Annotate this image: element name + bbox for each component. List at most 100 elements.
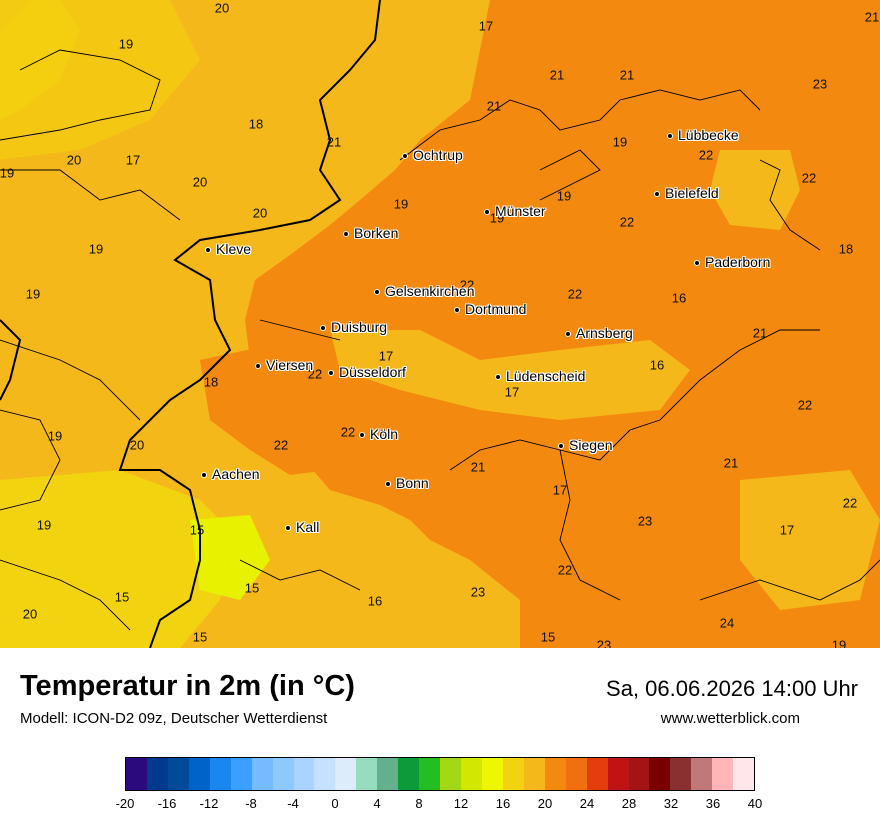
temperature-value: 19: [36, 517, 52, 533]
legend-swatch: [649, 758, 671, 790]
city-dot: [654, 191, 660, 197]
city-dot: [343, 231, 349, 237]
temperature-value: 20: [252, 205, 268, 221]
city-label: Borken: [354, 225, 399, 241]
temperature-value: 23: [470, 584, 486, 600]
legend-swatch: [712, 758, 734, 790]
temperature-value: 22: [619, 214, 635, 230]
city-label: Münster: [495, 203, 546, 219]
city-label: Gelsenkirchen: [385, 283, 475, 299]
legend-swatch: [335, 758, 357, 790]
legend-swatch: [167, 758, 189, 790]
temperature-value: 22: [459, 277, 475, 293]
city-label: Kleve: [216, 241, 252, 257]
temperature-map: 20 21 19 17 21 21 23 18 21 19 22 20 17 1…: [0, 0, 880, 648]
temperature-value: 22: [698, 147, 714, 163]
legend-swatch: [607, 758, 629, 790]
temperature-value: 15: [540, 629, 556, 645]
legend-swatch: [481, 758, 503, 790]
legend-swatch: [251, 758, 273, 790]
legend-swatch: [628, 758, 650, 790]
temperature-value: 22: [273, 437, 289, 453]
legend-swatch: [293, 758, 315, 790]
map-title: Temperatur in 2m (in °C): [20, 670, 355, 702]
temperature-value: 19: [393, 196, 409, 212]
legend-swatch: [230, 758, 252, 790]
temperature-value: 19: [25, 286, 41, 302]
temperature-value: 17: [552, 482, 568, 498]
temperature-value: 18: [203, 374, 219, 390]
city-label: Lübbecke: [678, 127, 739, 143]
temperature-value: 21: [723, 455, 739, 471]
city-label: Aachen: [212, 466, 260, 482]
legend-tick-label: -4: [287, 796, 299, 811]
city-dot: [385, 481, 391, 487]
legend-swatch: [146, 758, 168, 790]
temperature-value: 20: [129, 437, 145, 453]
temperature-value: 19: [118, 36, 134, 52]
legend-tick-label: 8: [415, 796, 423, 811]
temperature-field: [0, 0, 880, 648]
city-dot: [402, 153, 408, 159]
legend-swatch: [126, 758, 147, 790]
city-label: Köln: [370, 426, 399, 442]
temperature-value: 21: [619, 67, 635, 83]
city-dot: [454, 307, 460, 313]
legend-swatch: [461, 758, 482, 790]
temperature-value: 16: [649, 357, 665, 373]
city-dot: [320, 325, 326, 331]
temperature-value: 21: [470, 459, 486, 475]
legend-tick-label: 40: [747, 796, 763, 811]
temperature-value: 16: [671, 290, 687, 306]
temperature-value: 18: [248, 116, 264, 132]
temperature-value: 18: [838, 241, 854, 257]
legend-tick-label: -16: [157, 796, 177, 811]
temperature-value: 21: [486, 98, 502, 114]
city-label: Kall: [296, 519, 320, 535]
legend-tick-label: 32: [663, 796, 679, 811]
map-footer: Temperatur in 2m (in °C) Modell: ICON-D2…: [0, 648, 880, 830]
temperature-value: 19: [47, 428, 63, 444]
city-label: Siegen: [569, 437, 613, 453]
city-dot: [558, 443, 564, 449]
legend-swatch: [586, 758, 608, 790]
temperature-value: 24: [719, 615, 735, 631]
temperature-value: 23: [812, 76, 828, 92]
temperature-value: 19: [0, 165, 15, 181]
city-dot: [201, 472, 207, 478]
legend-tick-label: -8: [245, 796, 257, 811]
city-label: Düsseldorf: [339, 364, 406, 380]
legend-swatch: [691, 758, 713, 790]
legend-swatch: [398, 758, 420, 790]
legend-swatches: [125, 757, 755, 791]
city-label: Bonn: [396, 475, 429, 491]
city-label: Ochtrup: [413, 147, 463, 163]
legend-swatch: [377, 758, 399, 790]
legend-swatch: [733, 758, 755, 790]
temperature-value: 21: [326, 134, 342, 150]
legend-tick-label: 20: [537, 796, 553, 811]
temperature-value: 19: [831, 637, 847, 649]
city-label: Paderborn: [705, 254, 771, 270]
temperature-value: 15: [114, 589, 130, 605]
legend-tick-label: 28: [621, 796, 637, 811]
temperature-value: 23: [596, 637, 612, 649]
temperature-value: 17: [125, 152, 141, 168]
legend-tick-label: -12: [199, 796, 219, 811]
legend-tick-label: 4: [373, 796, 381, 811]
temperature-value: 17: [779, 522, 795, 538]
legend-swatch: [188, 758, 210, 790]
legend-tick-label: 12: [453, 796, 469, 811]
legend-swatch: [523, 758, 545, 790]
temperature-value: 22: [801, 170, 817, 186]
temperature-value: 15: [192, 629, 208, 645]
website-link[interactable]: www.wetterblick.com: [660, 710, 800, 727]
temperature-value: 17: [504, 384, 520, 400]
city-dot: [374, 289, 380, 295]
temperature-value: 20: [192, 174, 208, 190]
city-dot: [328, 370, 334, 376]
model-info: Modell: ICON-D2 09z, Deutscher Wetterdie…: [20, 710, 328, 727]
forecast-datetime: Sa, 06.06.2026 14:00 Uhr: [606, 676, 858, 701]
city-label: Arnsberg: [576, 325, 633, 341]
temperature-value: 22: [842, 495, 858, 511]
